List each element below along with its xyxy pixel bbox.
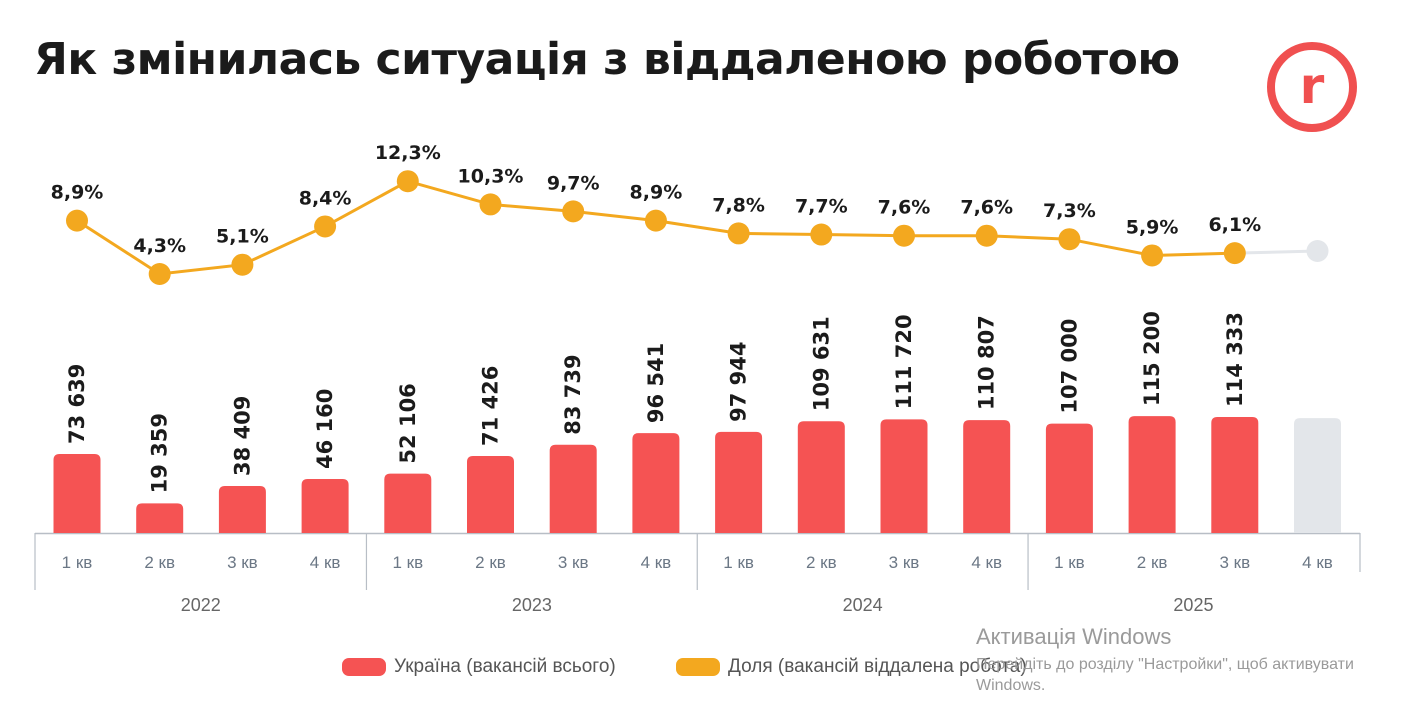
legend-label: Україна (вакансій всього)	[394, 656, 616, 677]
quarter-tick-label: 1 кв	[723, 553, 754, 572]
line-point	[1141, 244, 1164, 267]
line-value-label: 8,9%	[630, 182, 683, 204]
line-point	[727, 222, 750, 245]
legend-item-bars: Україна (вакансій всього)	[342, 656, 616, 678]
bar-placeholder	[1294, 418, 1341, 533]
line-value-label: 12,3%	[375, 142, 441, 164]
line-value-label: 6,1%	[1208, 214, 1261, 236]
bar	[384, 473, 432, 533]
line-value-label: 7,6%	[878, 197, 931, 219]
quarter-tick-label: 1 кв	[392, 553, 423, 572]
quarter-tick-label: 3 кв	[889, 553, 920, 572]
line-point	[893, 224, 915, 247]
quarter-tick-label: 2 кв	[1137, 553, 1168, 572]
quarter-tick-label: 3 кв	[1219, 553, 1250, 572]
chart-title: Як змінилась ситуація з віддаленою робот…	[34, 34, 1180, 85]
quarter-tick-label: 3 кв	[558, 553, 589, 572]
bar	[301, 478, 349, 533]
bar	[880, 419, 928, 533]
quarter-tick-label: 4 кв	[310, 553, 341, 572]
legend-swatch	[342, 658, 386, 676]
bar-value-label: 97 944	[727, 341, 751, 421]
line-point	[810, 223, 833, 246]
line-point	[231, 253, 254, 276]
line-point	[1223, 242, 1246, 265]
quarter-tick-label: 2 кв	[475, 553, 506, 572]
year-label: 2022	[181, 595, 221, 615]
line-value-label: 10,3%	[458, 165, 524, 187]
line-value-label: 7,7%	[795, 196, 848, 218]
bar-value-label: 73 639	[65, 364, 89, 444]
bar	[218, 486, 266, 533]
year-label: 2025	[1173, 595, 1213, 615]
watermark-text: Перейдіть до розділу "Настройки", щоб ак…	[976, 656, 1354, 673]
bar	[963, 420, 1011, 533]
bar-value-label: 114 333	[1223, 312, 1247, 407]
bar	[1045, 423, 1093, 533]
bar-value-label: 110 807	[975, 315, 999, 410]
line-point	[396, 170, 419, 193]
line-value-label: 8,4%	[299, 187, 352, 209]
bar	[632, 433, 680, 533]
bar	[549, 444, 597, 533]
quarter-tick-label: 1 кв	[1054, 553, 1085, 572]
line-point	[1058, 228, 1081, 251]
line-value-label: 9,7%	[547, 172, 600, 194]
bar	[797, 421, 845, 533]
line-point	[314, 215, 337, 238]
watermark-text-2: Windows.	[976, 677, 1046, 694]
watermark-title: Активація Windows	[976, 624, 1172, 649]
bar	[467, 456, 514, 533]
line-value-label: 7,8%	[712, 194, 765, 216]
logo-icon: r	[1267, 42, 1357, 132]
line-value-label: 5,9%	[1126, 216, 1179, 238]
bar-value-label: 111 720	[892, 314, 916, 409]
quarter-tick-label: 4 кв	[641, 553, 672, 572]
line-value-label: 8,9%	[51, 182, 104, 204]
bar-value-label: 109 631	[809, 316, 833, 411]
quarter-tick-label: 2 кв	[806, 553, 837, 572]
quarter-tick-label: 4 кв	[971, 553, 1002, 572]
line-point	[66, 209, 88, 232]
svg-text:r: r	[1300, 57, 1325, 115]
bar-value-label: 83 739	[561, 354, 585, 434]
bar	[715, 431, 763, 533]
line-point	[148, 263, 171, 285]
bar-value-label: 52 106	[396, 383, 420, 463]
bar	[136, 503, 184, 533]
line-value-label: 4,3%	[133, 235, 186, 257]
bar-value-label: 96 541	[644, 343, 668, 423]
bar-value-label: 19 359	[148, 413, 172, 493]
line-point	[975, 224, 998, 247]
line-value-label: 7,6%	[960, 197, 1013, 219]
legend-swatch	[676, 658, 720, 676]
quarter-tick-label: 3 кв	[227, 553, 258, 572]
windows-activation-watermark: Активація Windows Перейдіть до розділу "…	[976, 624, 1354, 696]
bar-value-label: 38 409	[230, 396, 254, 476]
line-point	[479, 193, 502, 216]
quarter-tick-label: 4 кв	[1302, 553, 1333, 572]
bar	[1128, 416, 1176, 533]
bar-value-label: 71 426	[479, 366, 503, 446]
line-point	[644, 209, 667, 232]
line-value-label: 5,1%	[216, 226, 269, 248]
year-label: 2023	[512, 595, 552, 615]
bar-value-label: 115 200	[1140, 311, 1164, 406]
legend-item-line: Доля (вакансій віддалена робота)	[676, 656, 1027, 678]
line-point-placeholder	[1306, 240, 1329, 262]
year-label: 2024	[843, 595, 883, 615]
quarter-tick-label: 1 кв	[62, 553, 93, 572]
bar-value-label: 46 160	[313, 389, 337, 469]
line-value-label: 7,3%	[1043, 200, 1096, 222]
bar	[53, 453, 101, 533]
legend-label: Доля (вакансій віддалена робота)	[728, 656, 1027, 677]
quarter-tick-label: 2 кв	[144, 553, 175, 572]
line-placeholder-segment	[1234, 249, 1318, 255]
bar	[1211, 416, 1259, 533]
line-point	[562, 200, 585, 223]
bar-value-label: 107 000	[1057, 319, 1081, 414]
